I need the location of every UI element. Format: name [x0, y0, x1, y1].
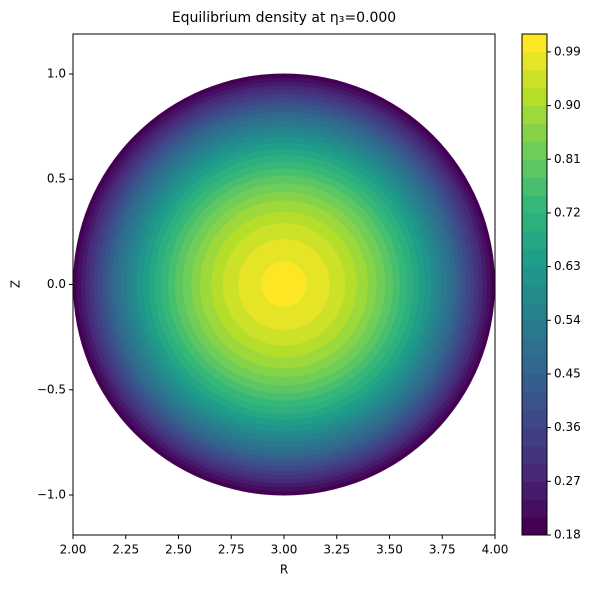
colorbar-band	[522, 391, 547, 411]
colorbar-band	[522, 195, 547, 214]
y-tick-label: 0.0	[47, 277, 66, 291]
colorbar-tick-label: 0.90	[554, 98, 581, 112]
colorbar-band	[522, 69, 547, 89]
colorbar-tick-label: 0.45	[554, 366, 581, 380]
colorbar-tick-label: 0.54	[554, 313, 581, 327]
chart-title: Equilibrium density at η₃=0.000	[172, 10, 396, 26]
x-tick-label: 3.75	[429, 543, 456, 557]
colorbar-band	[522, 105, 547, 124]
colorbar-frame	[521, 33, 548, 536]
contour-band	[261, 261, 307, 308]
y-tick-label: 1.0	[47, 66, 66, 80]
colorbar-band	[522, 34, 547, 53]
colorbar-tick-label: 0.99	[554, 44, 581, 58]
x-tick-label: 2.25	[112, 543, 139, 557]
colorbar-band	[522, 248, 547, 268]
x-tick-label: 3.00	[271, 543, 298, 557]
colorbar-tick-label: 0.72	[554, 205, 581, 219]
colorbar-band	[522, 481, 547, 500]
colorbar-band	[522, 517, 547, 536]
colorbar-band	[522, 463, 547, 482]
colorbar-tick-label: 0.36	[554, 420, 581, 434]
x-tick-label: 3.25	[323, 543, 350, 557]
colorbar-band	[522, 51, 547, 71]
colorbar-band	[522, 356, 547, 375]
colorbar-band	[522, 338, 547, 357]
colorbar-band	[522, 320, 547, 339]
x-tick-label: 2.50	[165, 543, 192, 557]
y-tick-label: −1.0	[37, 488, 66, 502]
colorbar-band	[522, 212, 547, 232]
colorbar-band	[522, 123, 547, 142]
colorbar-tick-label: 0.18	[554, 528, 581, 542]
colorbar-band	[522, 284, 547, 303]
colorbar-tick-label: 0.81	[554, 152, 581, 166]
colorbar-band	[522, 302, 547, 321]
colorbar-band	[522, 230, 547, 250]
colorbar-tick-label: 0.27	[554, 474, 581, 488]
colorbar-band	[522, 177, 547, 196]
x-tick-label: 2.75	[218, 543, 245, 557]
colorbar-tick-label: 0.63	[554, 259, 581, 273]
colorbar-band	[522, 445, 547, 464]
colorbar-band	[522, 87, 547, 107]
colorbar-band	[522, 373, 547, 393]
x-tick-label: 3.50	[376, 543, 403, 557]
colorbar-band	[522, 409, 547, 429]
colorbar-band	[522, 427, 547, 447]
y-axis-label: Z	[9, 280, 23, 288]
colorbar-band	[522, 141, 547, 160]
y-tick-label: 0.5	[47, 172, 66, 186]
y-tick-label: −0.5	[37, 382, 66, 396]
x-tick-label: 2.00	[60, 543, 87, 557]
colorbar-band	[522, 266, 547, 285]
colorbar-band	[522, 499, 547, 518]
colorbar-band	[522, 159, 547, 178]
x-axis-label: R	[280, 563, 288, 577]
x-tick-label: 4.00	[482, 543, 509, 557]
